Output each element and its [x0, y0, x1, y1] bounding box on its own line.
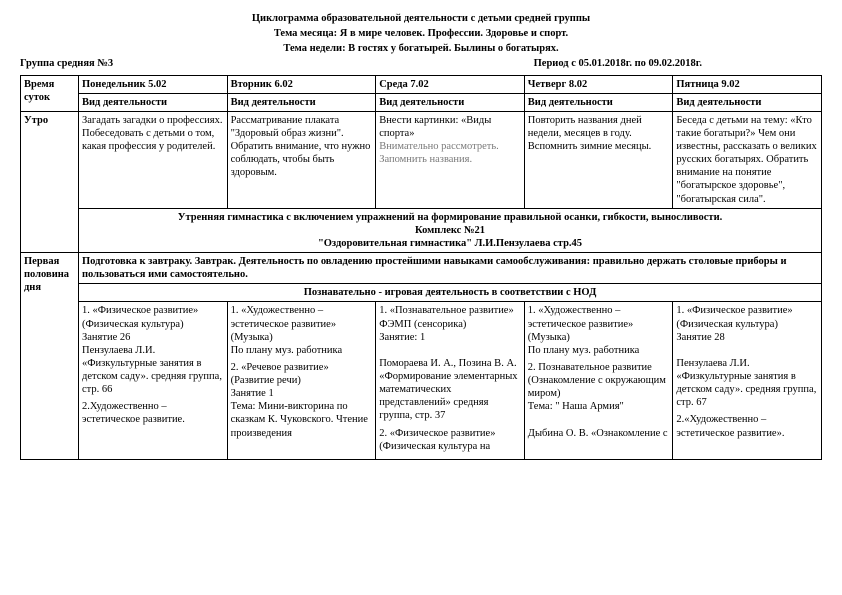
act-mon: Вид деятельности — [79, 93, 228, 111]
col-wed: Среда 7.02 — [376, 75, 525, 93]
half1-text: Подготовка к завтраку. Завтрак. Деятельн… — [79, 253, 822, 284]
nod-fri-1: 1. «Физическое развитие» (Физическая кул… — [676, 304, 818, 409]
nod-wed-1: 1. «Познавательное развитие» ФЭМП (сенсо… — [379, 304, 521, 422]
col-time: Время суток — [21, 75, 79, 111]
table-row-gym: Утренняя гимнастика с включением упражне… — [21, 208, 822, 252]
morning-tue: Рассматривание плаката "Здоровый образ ж… — [227, 111, 376, 208]
table-row-act: Вид деятельности Вид деятельности Вид де… — [21, 93, 822, 111]
row-half1: Первая половина дня — [21, 253, 79, 460]
nod-mon-1: 1. «Физическое развитие» (Физическая кул… — [82, 304, 224, 396]
morning-wed-l1: Внести картинки: «Виды спорта» — [379, 115, 491, 139]
row-utro: Утро — [21, 111, 79, 252]
morning-thu: Повторить названия дней недели, месяцев … — [524, 111, 673, 208]
gym-l3: "Оздоровительная гимнастика" Л.И.Пензула… — [82, 237, 818, 250]
nod-mon: 1. «Физическое развитие» (Физическая кул… — [79, 302, 228, 459]
nod-wed: 1. «Познавательное развитие» ФЭМП (сенсо… — [376, 302, 525, 459]
morning-fri: Беседа с детьми на тему: «Кто такие бога… — [673, 111, 822, 208]
header-line1: Циклограмма образовательной деятельности… — [20, 12, 822, 25]
group-label: Группа средняя №3 — [20, 57, 113, 70]
morning-mon: Загадать загадки о профессиях. Побеседов… — [79, 111, 228, 208]
nod-tue-2: 2. «Речевое развитие» (Развитие речи)Зан… — [231, 361, 373, 440]
col-fri: Пятница 9.02 — [673, 75, 822, 93]
table-row-nod: 1. «Физическое развитие» (Физическая кул… — [21, 302, 822, 459]
act-thu: Вид деятельности — [524, 93, 673, 111]
schedule-table: Время суток Понедельник 5.02 Вторник 6.0… — [20, 75, 822, 460]
gym-l1: Утренняя гимнастика с включением упражне… — [82, 211, 818, 224]
act-fri: Вид деятельности — [673, 93, 822, 111]
table-row-morning: Утро Загадать загадки о профессиях. Побе… — [21, 111, 822, 208]
act-tue: Вид деятельности — [227, 93, 376, 111]
nod-thu: 1. «Художественно – эстетическое развити… — [524, 302, 673, 459]
nod-fri-2: 2.«Художественно – эстетическое развитие… — [676, 413, 818, 439]
subheader: Группа средняя №3 Период с 05.01.2018г. … — [20, 57, 822, 70]
nod-tue-1: 1. «Художественно – эстетическое развити… — [231, 304, 373, 357]
table-row-days: Время суток Понедельник 5.02 Вторник 6.0… — [21, 75, 822, 93]
nod-wed-2: 2. «Физическое развитие» (Физическая кул… — [379, 427, 521, 453]
morning-wed: Внести картинки: «Виды спорта» Вниматель… — [376, 111, 525, 208]
nod-fri: 1. «Физическое развитие» (Физическая кул… — [673, 302, 822, 459]
header-line2: Тема месяца: Я в мире человек. Профессии… — [20, 27, 822, 40]
header-line3: Тема недели: В гостях у богатырей. Былин… — [20, 42, 822, 55]
nod-thu-1: 1. «Художественно – эстетическое развити… — [528, 304, 670, 357]
col-mon: Понедельник 5.02 — [79, 75, 228, 93]
act-wed: Вид деятельности — [376, 93, 525, 111]
col-tue: Вторник 6.02 — [227, 75, 376, 93]
nod-mon-2: 2.Художественно – эстетическое развитие. — [82, 400, 224, 426]
nod-thu-2: 2. Познавательное развитие (Ознакомление… — [528, 361, 670, 440]
gym-cell: Утренняя гимнастика с включением упражне… — [79, 208, 822, 252]
table-row-half1: Первая половина дня Подготовка к завтрак… — [21, 253, 822, 284]
table-row-nod-title: Познавательно - игровая деятельность в с… — [21, 284, 822, 302]
morning-wed-l2: Внимательно рассмотреть. Запомнить назва… — [379, 141, 499, 165]
nod-title: Познавательно - игровая деятельность в с… — [79, 284, 822, 302]
nod-tue: 1. «Художественно – эстетическое развити… — [227, 302, 376, 459]
col-thu: Четверг 8.02 — [524, 75, 673, 93]
page: Циклограмма образовательной деятельности… — [0, 0, 842, 595]
gym-l2: Комплекс №21 — [82, 224, 818, 237]
period-label: Период с 05.01.2018г. по 09.02.2018г. — [534, 57, 702, 70]
